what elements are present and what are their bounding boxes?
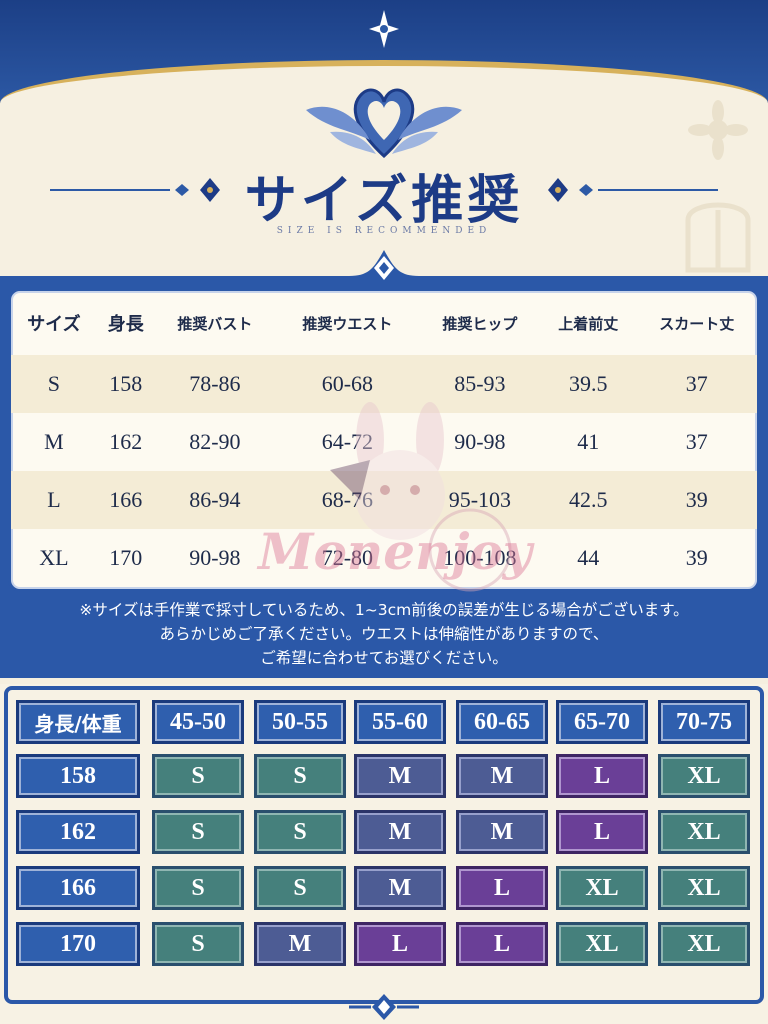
size-cell: M xyxy=(456,754,548,798)
col-header-size: サイズ xyxy=(27,314,81,335)
height-row-header: 166 xyxy=(16,866,140,910)
col-header-height: 身長 xyxy=(107,314,144,335)
table-cell: 166 xyxy=(96,471,155,529)
size-cell: M xyxy=(456,810,548,854)
height-row-header: 170 xyxy=(16,922,140,966)
table-cell: 72-80 xyxy=(321,545,374,570)
star-gem-icon xyxy=(369,10,399,48)
table-cell: L xyxy=(11,471,97,529)
weight-column-header: 45-50 xyxy=(152,700,244,744)
table-cell: 85-93 xyxy=(419,355,541,413)
note-line-2: あらかじめご了承ください。ウエストは伸縮性がありますので、 xyxy=(159,625,609,643)
table-cell: M xyxy=(44,429,64,454)
size-cell: S xyxy=(152,866,244,910)
table-cell: 95-103 xyxy=(419,471,541,529)
page-subtitle: SIZE IS RECOMMENDED xyxy=(276,226,492,236)
size-cell: L xyxy=(456,922,548,966)
table-cell: 158 xyxy=(96,355,155,413)
col-header-waist: 推奨ウエスト xyxy=(302,314,393,333)
table-row: S 158 78-86 60-68 85-93 39.5 37 xyxy=(11,355,757,413)
size-cell: L xyxy=(556,810,648,854)
weight-column-header: 70-75 xyxy=(658,700,750,744)
weight-column-header: 50-55 xyxy=(254,700,346,744)
title-left-ornament-icon xyxy=(50,178,220,202)
page-title: サイズ推奨 xyxy=(244,171,524,231)
table-cell: 37 xyxy=(685,429,708,454)
table-cell: 39.5 xyxy=(540,355,637,413)
size-cell: L xyxy=(354,922,446,966)
table-cell: 39 xyxy=(685,545,708,570)
table-cell: 162 xyxy=(109,429,143,454)
note-line-1: ※サイズは手作業で採寸しているため、1~3cm前後の誤差が生じる場合がございます… xyxy=(79,601,689,619)
table-cell: 37 xyxy=(636,355,757,413)
size-cell: S xyxy=(152,754,244,798)
weight-column-header: 55-60 xyxy=(354,700,446,744)
table-cell: 90-98 xyxy=(454,429,506,454)
size-cell: S xyxy=(254,754,346,798)
table-cell: S xyxy=(11,355,97,413)
table-cell: 86-94 xyxy=(154,471,276,529)
table-cell: 78-86 xyxy=(154,355,276,413)
grid-corner-header: 身長/体重 xyxy=(16,700,140,744)
heart-emblem-icon xyxy=(306,88,462,159)
table-cell: 39 xyxy=(636,471,757,529)
table-row: L 166 86-94 68-76 95-103 42.5 39 xyxy=(11,471,757,529)
weight-column-header: 60-65 xyxy=(456,700,548,744)
table-cell: 170 xyxy=(109,545,143,570)
table-row: M 162 82-90 64-72 90-98 41 37 xyxy=(11,413,757,471)
size-cell: L xyxy=(456,866,548,910)
table-cell: XL xyxy=(39,545,69,570)
bottom-gem-icon xyxy=(349,994,419,1020)
col-header-jacket-length: 上着前丈 xyxy=(558,314,619,333)
size-cell: M xyxy=(254,922,346,966)
table-cell: 68-76 xyxy=(275,471,420,529)
size-cell: S xyxy=(152,922,244,966)
table-cell: 41 xyxy=(577,429,600,454)
size-chart-card: サイズ 身長 推奨バスト 推奨ウエスト 推奨ヒップ 上着前丈 スカート丈 S 1… xyxy=(8,288,760,592)
size-table: サイズ 身長 推奨バスト 推奨ウエスト 推奨ヒップ 上着前丈 スカート丈 S 1… xyxy=(11,291,757,587)
table-cell: 42.5 xyxy=(540,471,637,529)
size-cell: S xyxy=(152,810,244,854)
size-cell: L xyxy=(556,754,648,798)
size-cell: XL xyxy=(556,866,648,910)
panel-gem-icon xyxy=(349,250,419,280)
table-cell: 60-68 xyxy=(275,355,420,413)
title-right-ornament-icon xyxy=(548,178,718,202)
size-cell: M xyxy=(354,754,446,798)
note-line-3: ご希望に合わせてお選びください。 xyxy=(260,649,508,667)
col-header-hip: 推奨ヒップ xyxy=(442,314,518,333)
size-cell: XL xyxy=(658,810,750,854)
col-header-skirt-length: スカート丈 xyxy=(659,314,735,333)
size-cell: XL xyxy=(658,866,750,910)
size-cell: M xyxy=(354,810,446,854)
table-cell: 64-72 xyxy=(321,429,374,454)
table-cell: 82-90 xyxy=(189,429,241,454)
size-cell: S xyxy=(254,810,346,854)
table-cell: 100-108 xyxy=(443,545,517,570)
height-row-header: 158 xyxy=(16,754,140,798)
col-header-bust: 推奨バスト xyxy=(177,314,253,333)
height-row-header: 162 xyxy=(16,810,140,854)
size-table-header-row: サイズ 身長 推奨バスト 推奨ウエスト 推奨ヒップ 上着前丈 スカート丈 xyxy=(11,291,757,355)
size-note: ※サイズは手作業で採寸しているため、1~3cm前後の誤差が生じる場合がございます… xyxy=(0,598,768,670)
size-cell: M xyxy=(354,866,446,910)
table-cell: 90-98 xyxy=(189,545,241,570)
corner-flower-icon xyxy=(685,100,751,273)
weight-column-header: 65-70 xyxy=(556,700,648,744)
size-cell: S xyxy=(254,866,346,910)
size-cell: XL xyxy=(556,922,648,966)
table-cell: 44 xyxy=(577,545,600,570)
size-cell: XL xyxy=(658,754,750,798)
table-row: XL 170 90-98 72-80 100-108 44 39 xyxy=(11,529,757,587)
size-cell: XL xyxy=(658,922,750,966)
